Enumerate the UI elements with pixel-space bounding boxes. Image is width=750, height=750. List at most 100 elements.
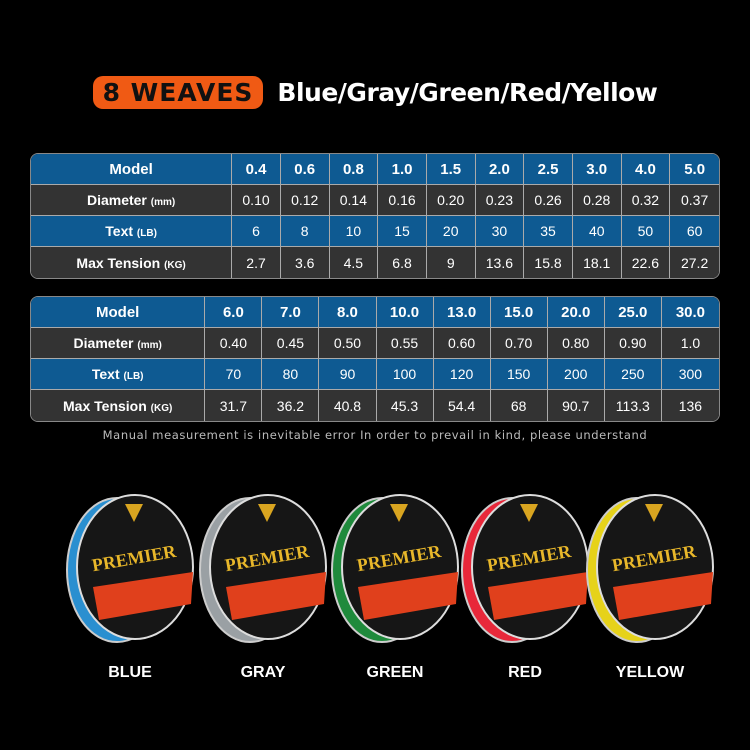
- row-model: Model 0.4 0.6 0.8 1.0 1.5 2.0 2.5 3.0 4.0 5.0: [31, 154, 719, 185]
- row-tension: Max Tension (KG) 31.7 36.2 40.8 45.3 54.4 68 90…: [31, 390, 719, 421]
- cell-diameter: 0.10: [232, 185, 281, 216]
- row-label: Diameter: [86, 192, 147, 208]
- cell-diameter: 0.32: [621, 185, 671, 216]
- cell-diameter: 0.20: [426, 185, 476, 216]
- cell-text: 8: [280, 216, 330, 247]
- cell-diameter: 0.60: [433, 328, 491, 359]
- row-unit: (LB): [136, 228, 157, 239]
- spool-gray: PREMIER: [188, 492, 338, 647]
- row-label: Max Tension: [76, 254, 161, 271]
- spool-red: PREMIER: [450, 492, 600, 647]
- cell-text: 150: [490, 359, 548, 390]
- color-list: Blue/Gray/Green/Red/Yellow: [277, 78, 658, 107]
- spool-image: PREMIER: [331, 494, 459, 643]
- cell-model: 0.8: [329, 154, 379, 185]
- title-bar: 8 WEAVES Blue/Gray/Green/Red/Yellow: [0, 76, 750, 109]
- cell-model: 30.0: [661, 297, 719, 328]
- spool-blue: PREMIER: [55, 492, 205, 647]
- spool-label-blue: BLUE: [108, 664, 152, 681]
- row-unit: (LB): [123, 371, 144, 382]
- row-header-model: Model: [31, 154, 233, 185]
- spool-label-yellow: YELLOW: [615, 664, 685, 681]
- cell-tension: 2.7: [232, 247, 281, 278]
- cell-tension: 40.8: [319, 390, 377, 421]
- spool-image: PREMIER: [586, 494, 714, 643]
- spool-yellow: PREMIER: [575, 492, 725, 647]
- cell-text: 250: [604, 359, 662, 390]
- weaves-badge: 8 WEAVES: [92, 76, 264, 109]
- cell-diameter: 0.14: [329, 185, 379, 216]
- spool-green: PREMIER: [320, 492, 470, 647]
- row-unit: (KG): [150, 402, 173, 414]
- cell-tension: 4.5: [329, 247, 379, 278]
- spec-table-2: Model 6.0 7.0 8.0 10.0 13.0 15.0 20.0 25.0 30.0 Di…: [30, 296, 720, 422]
- cell-text: 50: [621, 216, 671, 247]
- spec-table-1: Model 0.4 0.6 0.8 1.0 1.5 2.0 2.5 3.0 4.0 5.0 Diame…: [30, 153, 720, 279]
- cell-text: 200: [547, 359, 605, 390]
- cell-text: 6: [232, 216, 281, 247]
- cell-diameter: 0.50: [319, 328, 377, 359]
- cell-model: 10.0: [376, 297, 434, 328]
- row-unit: (mm): [150, 197, 176, 208]
- cell-tension: 68: [490, 390, 548, 421]
- cell-diameter: 1.0: [661, 328, 719, 359]
- row-header-tension: Max Tension (KG): [31, 390, 206, 421]
- cell-model: 6.0: [205, 297, 263, 328]
- cell-model: 3.0: [572, 154, 622, 185]
- cell-tension: 113.3: [604, 390, 662, 421]
- logo-icon: [645, 504, 663, 522]
- cell-model: 13.0: [433, 297, 491, 328]
- cell-text: 100: [376, 359, 434, 390]
- cell-tension: 27.2: [670, 247, 719, 278]
- row-header-tension: Max Tension (KG): [31, 247, 233, 278]
- row-tension: Max Tension (KG) 2.7 3.6 4.5 6.8 9 13.6 15.8 18.…: [31, 247, 719, 278]
- cell-text: 35: [524, 216, 573, 247]
- logo-icon: [390, 504, 408, 522]
- cell-tension: 15.8: [524, 247, 573, 278]
- row-header-text: Text (LB): [31, 359, 206, 390]
- cell-tension: 90.7: [547, 390, 605, 421]
- cell-text: 20: [426, 216, 476, 247]
- cell-tension: 54.4: [433, 390, 491, 421]
- row-header-text: Text (LB): [31, 216, 233, 247]
- logo-icon: [125, 504, 143, 522]
- cell-diameter: 0.55: [376, 328, 434, 359]
- cell-diameter: 0.40: [205, 328, 263, 359]
- cell-text: 300: [661, 359, 719, 390]
- spool-label-gray: GRAY: [240, 664, 286, 681]
- cell-model: 1.5: [426, 154, 476, 185]
- row-label: Text: [105, 223, 134, 239]
- cell-text: 40: [572, 216, 622, 247]
- cell-tension: 22.6: [621, 247, 671, 278]
- cell-tension: 3.6: [280, 247, 330, 278]
- cell-model: 8.0: [319, 297, 377, 328]
- cell-model: 15.0: [490, 297, 548, 328]
- cell-text: 120: [433, 359, 491, 390]
- cell-tension: 13.6: [475, 247, 525, 278]
- spool-label-red: RED: [508, 664, 542, 681]
- cell-diameter: 0.70: [490, 328, 548, 359]
- spool-image: PREMIER: [66, 494, 194, 643]
- cell-text: 90: [319, 359, 377, 390]
- row-text: Text (LB) 70 80 90 100 120 150 200 250 300: [31, 359, 719, 390]
- cell-model: 0.6: [280, 154, 330, 185]
- cell-text: 80: [262, 359, 320, 390]
- row-header-diameter: Diameter (mm): [31, 185, 233, 216]
- cell-model: 1.0: [378, 154, 427, 185]
- row-unit: (KG): [164, 259, 186, 271]
- cell-text: 70: [205, 359, 263, 390]
- row-label: Text: [91, 366, 120, 382]
- cell-tension: 9: [426, 247, 476, 278]
- row-unit: (mm): [137, 340, 162, 351]
- cell-model: 5.0: [670, 154, 719, 185]
- cell-diameter: 0.37: [670, 185, 719, 216]
- row-diameter: Diameter (mm) 0.40 0.45 0.50 0.55 0.60 0.70 0.8…: [31, 328, 719, 359]
- cell-diameter: 0.23: [475, 185, 525, 216]
- cell-tension: 31.7: [205, 390, 263, 421]
- cell-text: 30: [475, 216, 525, 247]
- cell-model: 0.4: [232, 154, 281, 185]
- spool-image: PREMIER: [461, 494, 589, 643]
- spool-label-green: GREEN: [366, 664, 424, 681]
- row-diameter: Diameter (mm) 0.10 0.12 0.14 0.16 0.20 0.23 0.2…: [31, 185, 719, 216]
- measurement-note: Manual measurement is inevitable error I…: [102, 428, 648, 442]
